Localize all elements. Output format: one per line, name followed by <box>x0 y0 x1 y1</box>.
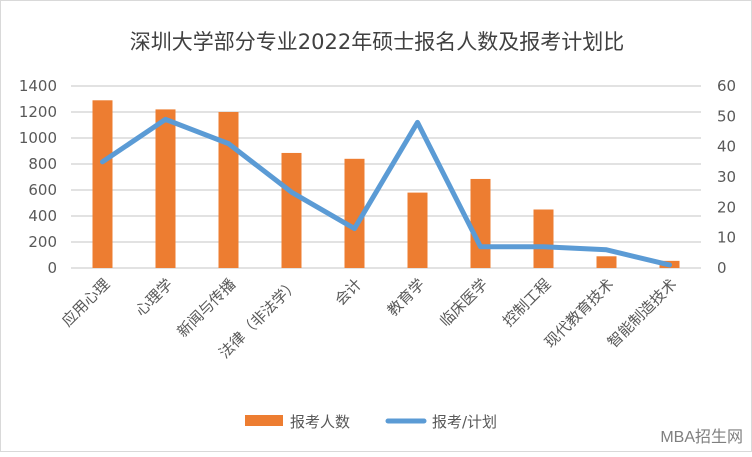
bar <box>597 256 617 268</box>
y-left-tick-label: 1400 <box>19 77 57 95</box>
x-category-label: 控制工程 <box>499 275 554 330</box>
bar <box>408 193 428 268</box>
bar <box>219 112 239 268</box>
y-right-tick-label: 0 <box>717 259 727 277</box>
x-category-label: 教育学 <box>384 275 429 320</box>
y-left-tick-label: 0 <box>47 259 57 277</box>
chart-title: 深圳大学部分专业2022年硕士报名人数及报考计划比 <box>130 30 624 54</box>
bar <box>156 109 176 268</box>
x-category-label: 心理学 <box>132 275 177 320</box>
watermark: MBA招生网 <box>660 423 743 447</box>
bar <box>282 153 302 268</box>
x-category-label: 新闻与传播 <box>174 275 240 341</box>
y-right-tick-label: 40 <box>717 138 736 156</box>
y-right-tick-label: 20 <box>717 198 736 216</box>
y-left-tick-label: 400 <box>28 207 57 225</box>
y-left-tick-label: 1200 <box>19 103 57 121</box>
y-left-tick-label: 200 <box>28 233 57 251</box>
legend-swatch-bar <box>245 415 283 426</box>
y-right-tick-label: 30 <box>717 168 736 186</box>
legend-label-line: 报考/计划 <box>432 413 497 431</box>
line-series <box>103 119 670 265</box>
y-left-tick-label: 800 <box>28 155 57 173</box>
y-left-tick-label: 1000 <box>19 129 57 147</box>
bar <box>471 179 491 268</box>
y-left-tick-label: 600 <box>28 181 57 199</box>
y-right-tick-label: 10 <box>717 229 736 247</box>
y-right-tick-label: 60 <box>717 77 736 95</box>
y-right-tick-label: 50 <box>717 107 736 125</box>
x-category-label: 临床医学 <box>436 275 491 330</box>
bar <box>93 100 113 268</box>
bar <box>534 210 554 269</box>
legend-label-bar: 报考人数 <box>290 413 350 431</box>
x-category-label: 会计 <box>331 275 365 309</box>
x-category-label: 应用心理 <box>58 275 113 330</box>
